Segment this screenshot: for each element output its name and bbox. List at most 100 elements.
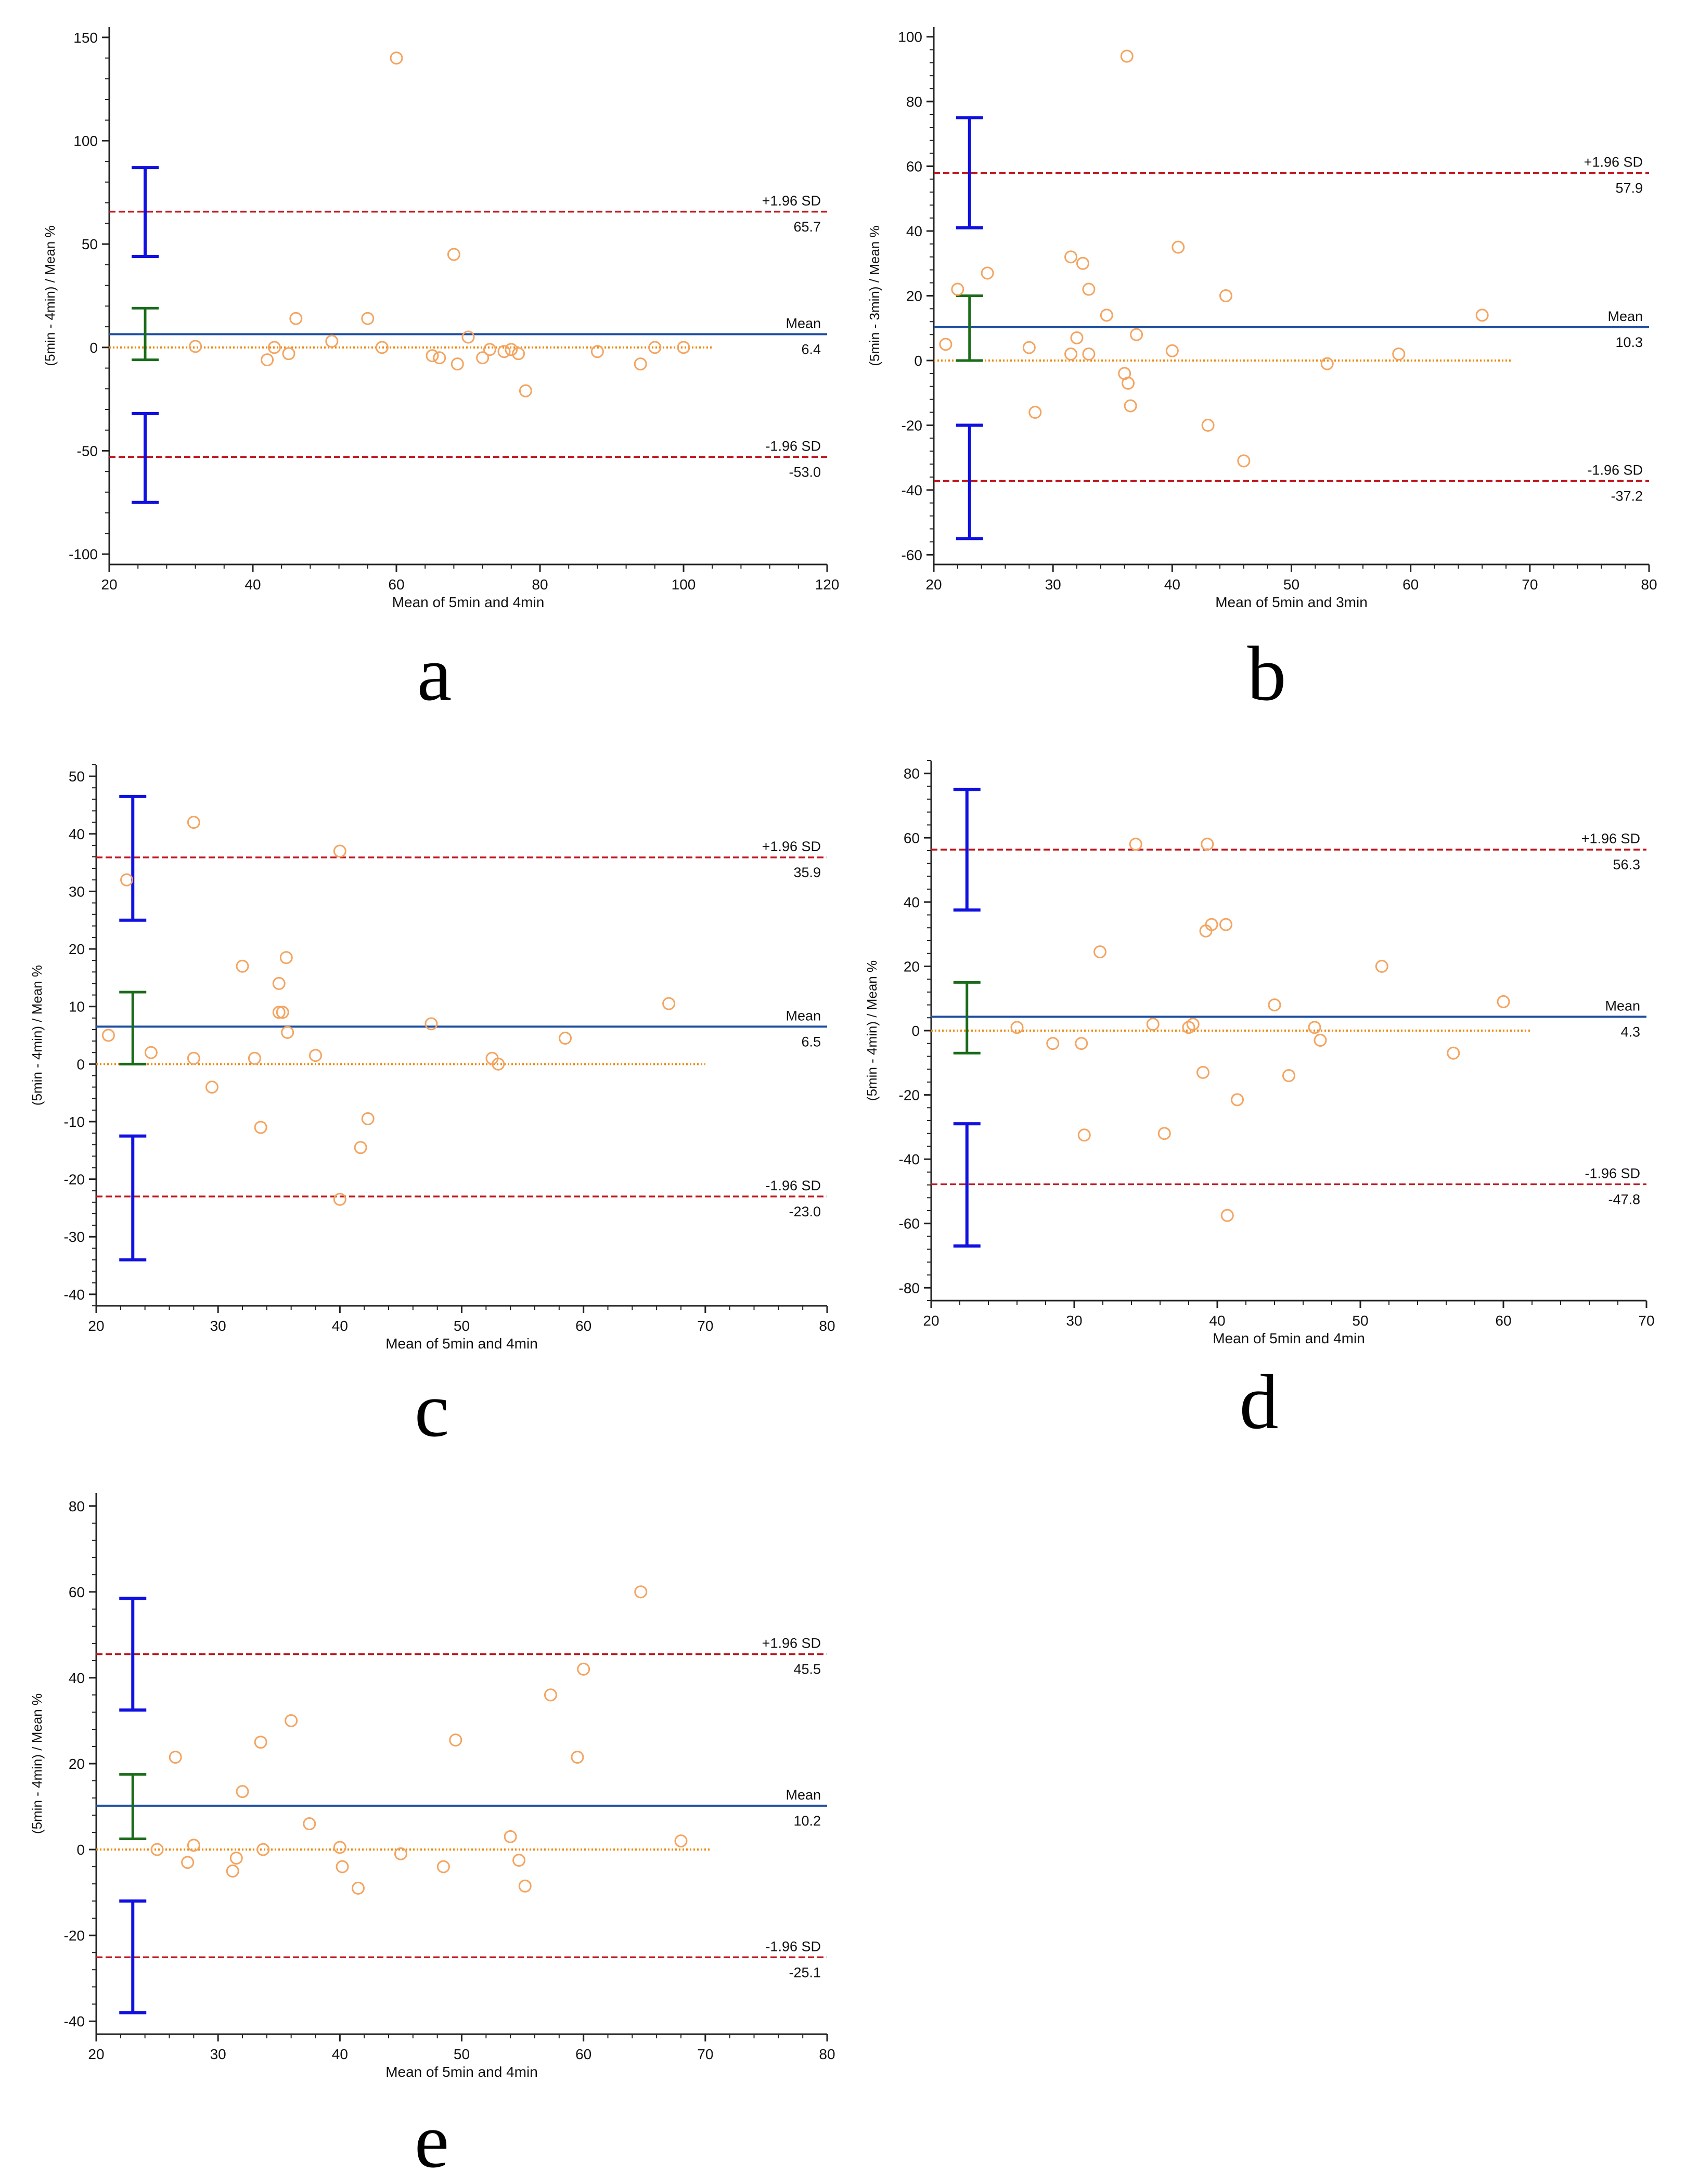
y-tick-label: -40 <box>64 2013 85 2029</box>
data-point <box>187 1051 200 1065</box>
data-point <box>436 1860 450 1873</box>
data-point <box>1082 282 1096 296</box>
y-tick-label: 20 <box>69 941 85 957</box>
data-point <box>281 1025 294 1039</box>
chart-panel-c: -40 -30 -20 -10 0 10 20 30 40 50 20 30 40 50 60 70 80 Mea… <box>29 764 835 1453</box>
upper-limit-label: +1.96 SD <box>762 839 821 854</box>
mean-label: Mean <box>786 1787 821 1803</box>
mean-value: 10.2 <box>793 1813 821 1829</box>
x-axis-title: Mean of 5min and 4min <box>392 594 545 610</box>
data-point <box>492 1057 505 1071</box>
x-tick-label: 50 <box>454 1318 470 1334</box>
data-point <box>483 343 496 356</box>
data-point <box>169 1751 182 1764</box>
data-point <box>590 345 604 358</box>
y-tick-label: -60 <box>899 1216 920 1232</box>
x-tick-label: 40 <box>1209 1313 1225 1329</box>
data-point <box>634 357 647 371</box>
mean-value: 6.5 <box>801 1034 821 1049</box>
data-point <box>424 1017 438 1031</box>
data-point <box>101 1029 115 1042</box>
data-point <box>1201 838 1214 851</box>
x-tick-label: 80 <box>819 1318 835 1334</box>
data-point <box>325 335 339 348</box>
data-point <box>1100 309 1113 322</box>
lower-limit-label: -1.96 SD <box>1587 462 1643 478</box>
data-point <box>449 1733 462 1747</box>
data-point <box>120 873 134 887</box>
upper-limit-label: +1.96 SD <box>762 1636 821 1651</box>
y-tick-label: -40 <box>64 1287 85 1303</box>
y-axis-title: (5min - 4min) / Mean % <box>864 960 880 1101</box>
y-tick-label: 40 <box>69 1670 85 1686</box>
data-point <box>279 951 293 965</box>
panel-letter-a: a <box>417 631 452 717</box>
data-point <box>390 52 403 65</box>
mean-label: Mean <box>1605 998 1640 1013</box>
x-axis-title: Mean of 5min and 4min <box>1213 1330 1365 1346</box>
data-point <box>1077 1128 1091 1142</box>
data-point <box>261 353 274 367</box>
x-tick-label: 30 <box>1045 576 1061 593</box>
y-tick-label: -40 <box>899 1151 920 1167</box>
upper-limit-value: 56.3 <box>1613 857 1640 872</box>
x-tick-label: 70 <box>697 1318 713 1334</box>
data-point <box>289 312 303 325</box>
data-point <box>571 1751 584 1764</box>
y-tick-label: 30 <box>69 883 85 900</box>
data-point <box>248 1051 261 1065</box>
data-point <box>144 1046 158 1059</box>
data-point <box>1196 1065 1209 1079</box>
y-tick-label: 80 <box>69 1498 85 1514</box>
x-tick-label: 120 <box>815 576 840 593</box>
data-point <box>433 351 446 365</box>
y-tick-label: 60 <box>904 830 920 846</box>
data-point <box>1130 328 1143 341</box>
data-point <box>361 312 375 325</box>
x-tick-label: 60 <box>575 1318 591 1334</box>
data-point <box>267 341 281 354</box>
data-point <box>229 1852 243 1865</box>
x-tick-label: 40 <box>332 1318 348 1334</box>
y-tick-label: -80 <box>899 1280 920 1296</box>
data-point <box>518 1879 532 1893</box>
data-point <box>1129 838 1142 851</box>
data-point <box>1219 918 1232 931</box>
y-tick-label: -10 <box>64 1114 85 1130</box>
y-tick-label: 50 <box>82 236 98 252</box>
data-point <box>1220 1209 1234 1222</box>
upper-limit-value: 45.5 <box>793 1662 821 1677</box>
data-point <box>236 959 249 973</box>
data-point <box>512 1854 526 1867</box>
data-point <box>285 1714 298 1727</box>
data-point <box>256 1843 270 1856</box>
x-axis-title: Mean of 5min and 4min <box>385 1335 538 1352</box>
data-point <box>1447 1046 1460 1060</box>
data-point <box>1172 240 1185 254</box>
data-point <box>1070 331 1084 344</box>
panel-letter-b: b <box>1247 631 1286 717</box>
data-point <box>1165 344 1179 357</box>
chart-panel-e: -40 -20 0 20 40 60 80 20 30 40 50 60 70 80 Mean of 5mi… <box>29 1493 835 2184</box>
y-tick-label: 20 <box>69 1756 85 1772</box>
mean-value: 4.3 <box>1620 1024 1640 1039</box>
data-point <box>1120 49 1134 63</box>
data-point <box>519 384 532 397</box>
data-point <box>351 1881 365 1895</box>
x-tick-label: 100 <box>672 576 696 593</box>
y-tick-label: 150 <box>73 30 98 46</box>
data-point <box>504 1830 517 1843</box>
data-point <box>1314 1034 1327 1047</box>
upper-limit-value: 57.9 <box>1615 181 1643 196</box>
data-point <box>282 347 295 361</box>
data-point <box>1475 309 1489 322</box>
x-tick-label: 30 <box>1066 1313 1082 1329</box>
data-point <box>1392 348 1406 361</box>
y-axis-title: (5min - 3min) / Mean % <box>867 225 882 366</box>
x-tick-label: 20 <box>923 1313 939 1329</box>
x-axis-title: Mean of 5min and 4min <box>385 2064 538 2080</box>
data-point <box>1268 998 1281 1012</box>
data-point <box>189 340 202 353</box>
data-point <box>674 1834 688 1848</box>
y-tick-label: 100 <box>898 29 922 45</box>
